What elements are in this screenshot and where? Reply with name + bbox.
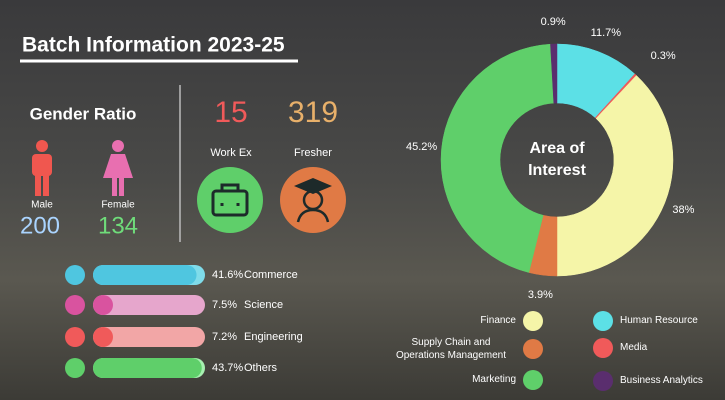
bar-category: Engineering bbox=[244, 331, 303, 343]
legend-label: Media bbox=[620, 342, 648, 353]
bar bbox=[93, 327, 113, 347]
female-count: 134 bbox=[98, 212, 138, 239]
male-icon bbox=[32, 140, 52, 196]
bullet bbox=[65, 327, 85, 347]
workex-count: 15 bbox=[214, 96, 247, 129]
donut-segment bbox=[440, 43, 555, 273]
legend-swatch bbox=[593, 311, 613, 331]
legend-label: Business Analytics bbox=[620, 375, 703, 386]
legend-swatch bbox=[523, 339, 543, 359]
value-label: 38% bbox=[672, 204, 694, 216]
fresher-count: 319 bbox=[288, 96, 338, 129]
briefcase bbox=[211, 183, 249, 217]
value-label: 3.9% bbox=[528, 289, 553, 301]
bullet bbox=[65, 295, 85, 315]
legend-swatch bbox=[523, 370, 543, 390]
workex-icon bbox=[197, 167, 263, 233]
legend-swatch bbox=[593, 371, 613, 391]
bullet bbox=[65, 265, 85, 285]
gender-title: Gender Ratio bbox=[30, 104, 137, 123]
value-label: 0.9% bbox=[541, 16, 566, 28]
value-label: 45.2% bbox=[406, 141, 437, 153]
bar-value-label: 7.2% bbox=[212, 331, 237, 343]
bar bbox=[93, 358, 202, 378]
female-icon bbox=[103, 140, 133, 196]
bar bbox=[93, 295, 113, 315]
bar-track bbox=[93, 327, 205, 347]
bar-category: Science bbox=[244, 299, 283, 311]
graduate bbox=[294, 178, 332, 223]
center-label: Area of Interest bbox=[528, 140, 586, 179]
fresher-icon bbox=[280, 167, 346, 233]
male-label: Male bbox=[31, 200, 53, 211]
legend-label: Human Resource bbox=[620, 315, 698, 326]
value-label: 0.3% bbox=[651, 50, 676, 62]
bar-value-label: 7.5% bbox=[212, 299, 237, 311]
legend-label: Marketing bbox=[472, 374, 516, 385]
bar-category: Others bbox=[244, 362, 278, 374]
bar-value-label: 41.6% bbox=[212, 269, 243, 281]
legend-label: Finance bbox=[480, 315, 516, 326]
value-label: 11.7% bbox=[591, 27, 622, 39]
title: Batch Information 2023-25 bbox=[22, 34, 285, 57]
bullet bbox=[65, 358, 85, 378]
male-count: 200 bbox=[20, 212, 60, 239]
legend-swatch bbox=[523, 311, 543, 331]
legend-swatch bbox=[593, 338, 613, 358]
bar-category: Commerce bbox=[244, 269, 298, 281]
donut-segment bbox=[550, 43, 558, 104]
female-label: Female bbox=[101, 200, 135, 211]
legend-label: Supply Chain and Operations Management bbox=[395, 337, 507, 361]
bar bbox=[93, 265, 197, 285]
bar-value-label: 43.7% bbox=[212, 362, 243, 374]
bar-track bbox=[93, 295, 205, 315]
donut-segment bbox=[556, 75, 674, 277]
fresher-label: Fresher bbox=[294, 147, 332, 159]
workex-label: Work Ex bbox=[210, 147, 252, 159]
